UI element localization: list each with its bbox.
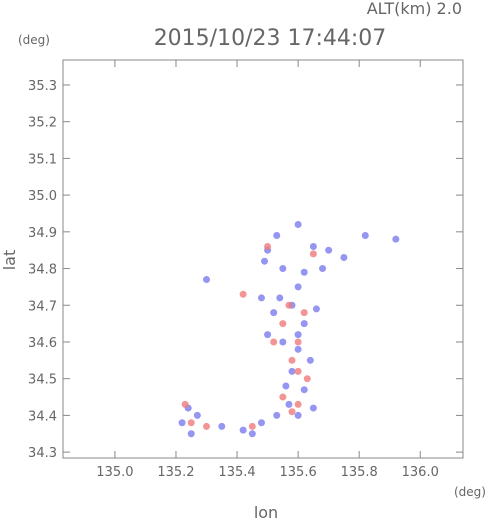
- y-tick-label: 34.6: [28, 336, 57, 351]
- point: [178, 419, 186, 427]
- point: [294, 400, 302, 408]
- point: [288, 356, 296, 364]
- point: [300, 386, 308, 394]
- point: [312, 305, 320, 313]
- point: [181, 400, 189, 408]
- y-tick-label: 35.2: [28, 116, 57, 131]
- point: [264, 331, 272, 339]
- point: [239, 290, 247, 298]
- point: [239, 426, 247, 434]
- point: [203, 422, 211, 430]
- point: [257, 419, 265, 427]
- point: [270, 338, 278, 346]
- altitude: ALT(km) 2.0: [367, 0, 462, 18]
- y-tick-label: 34.9: [28, 226, 57, 241]
- point: [294, 345, 302, 353]
- point: [264, 243, 272, 251]
- point: [279, 265, 287, 273]
- x-tick-label: 135.4: [218, 465, 255, 480]
- y-tick-label: 34.7: [28, 299, 57, 314]
- point: [279, 320, 287, 328]
- point: [248, 430, 256, 438]
- point: [282, 382, 290, 390]
- point: [257, 294, 265, 302]
- point: [361, 232, 369, 240]
- point: [294, 367, 302, 375]
- point: [288, 408, 296, 416]
- point: [288, 367, 296, 375]
- x-tick-label: 135.6: [280, 465, 317, 480]
- point: [294, 411, 302, 419]
- point: [273, 411, 281, 419]
- point: [279, 338, 287, 346]
- y-tick-label: 34.3: [28, 446, 57, 461]
- point: [294, 338, 302, 346]
- point: [187, 430, 195, 438]
- point: [294, 331, 302, 339]
- point: [285, 400, 293, 408]
- y-tick-label: 35.3: [28, 79, 57, 94]
- point: [270, 309, 278, 317]
- y-tick-label: 35.0: [28, 189, 57, 204]
- point: [193, 411, 201, 419]
- point: [325, 246, 333, 254]
- point: [340, 254, 348, 262]
- point: [276, 294, 284, 302]
- x-tick-label: 135.2: [157, 465, 194, 480]
- chart-title: 2015/10/23 17:44:07: [154, 26, 387, 51]
- point: [309, 243, 317, 251]
- point: [392, 235, 400, 243]
- point: [294, 283, 302, 291]
- point: [300, 268, 308, 276]
- point: [203, 276, 211, 284]
- point: [261, 257, 269, 265]
- x-tick-label: 136.0: [402, 465, 439, 480]
- point: [309, 404, 317, 412]
- point: [306, 356, 314, 364]
- point: [319, 265, 327, 273]
- x-axis-label: lon: [254, 503, 278, 521]
- y-tick-label: 35.1: [28, 152, 57, 167]
- x-tick-label: 135.0: [96, 465, 133, 480]
- point: [300, 320, 308, 328]
- y-tick-label: 34.4: [28, 409, 57, 424]
- point: [294, 220, 302, 228]
- y-unit: (deg): [18, 33, 50, 47]
- point: [285, 301, 293, 309]
- point: [303, 375, 311, 383]
- point: [218, 422, 226, 430]
- point: [273, 232, 281, 240]
- x-tick-label: 135.8: [341, 465, 378, 480]
- y-tick-label: 34.8: [28, 263, 57, 278]
- point: [279, 393, 287, 401]
- point: [248, 422, 256, 430]
- point: [187, 419, 195, 427]
- point: [300, 309, 308, 317]
- x-unit: (deg): [454, 485, 486, 499]
- y-axis-label: lat: [0, 250, 19, 271]
- y-tick-label: 34.5: [28, 373, 57, 388]
- point: [309, 250, 317, 258]
